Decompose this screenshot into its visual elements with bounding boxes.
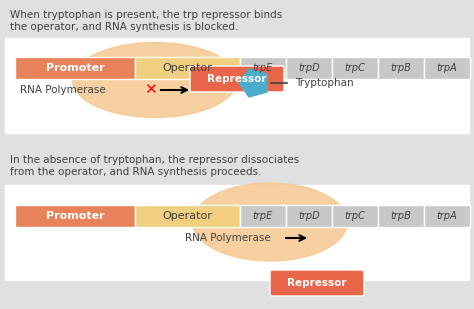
- Text: trpC: trpC: [345, 211, 365, 221]
- Text: from the operator, and RNA synthesis proceeds.: from the operator, and RNA synthesis pro…: [10, 167, 262, 177]
- FancyBboxPatch shape: [332, 205, 378, 227]
- Text: trpD: trpD: [298, 211, 320, 221]
- Text: ✕: ✕: [144, 83, 156, 98]
- FancyBboxPatch shape: [135, 57, 240, 79]
- FancyBboxPatch shape: [240, 57, 286, 79]
- FancyBboxPatch shape: [286, 57, 332, 79]
- Text: trpA: trpA: [437, 211, 457, 221]
- FancyBboxPatch shape: [5, 185, 469, 280]
- Text: trpE: trpE: [253, 63, 273, 73]
- FancyBboxPatch shape: [270, 270, 364, 296]
- Ellipse shape: [73, 43, 237, 117]
- FancyBboxPatch shape: [378, 205, 424, 227]
- Text: trpD: trpD: [298, 63, 320, 73]
- Text: the operator, and RNA synthesis is blocked.: the operator, and RNA synthesis is block…: [10, 22, 238, 32]
- FancyBboxPatch shape: [15, 57, 135, 79]
- FancyBboxPatch shape: [424, 57, 470, 79]
- Text: RNA Polymerase: RNA Polymerase: [20, 85, 106, 95]
- Text: trpA: trpA: [437, 63, 457, 73]
- Text: Promoter: Promoter: [46, 63, 104, 73]
- Text: When tryptophan is present, the trp repressor binds: When tryptophan is present, the trp repr…: [10, 10, 282, 20]
- Text: Repressor: Repressor: [207, 74, 267, 84]
- FancyBboxPatch shape: [135, 205, 240, 227]
- Text: Repressor: Repressor: [287, 278, 347, 288]
- FancyBboxPatch shape: [190, 66, 284, 92]
- FancyBboxPatch shape: [5, 38, 469, 133]
- Text: In the absence of tryptophan, the repressor dissociates: In the absence of tryptophan, the repres…: [10, 155, 299, 165]
- Ellipse shape: [192, 183, 347, 261]
- FancyBboxPatch shape: [424, 205, 470, 227]
- Text: trpB: trpB: [391, 63, 411, 73]
- FancyBboxPatch shape: [240, 205, 286, 227]
- Text: RNA Polymerase: RNA Polymerase: [185, 233, 271, 243]
- FancyBboxPatch shape: [378, 57, 424, 79]
- Text: trpE: trpE: [253, 211, 273, 221]
- Text: Promoter: Promoter: [46, 211, 104, 221]
- Polygon shape: [239, 69, 267, 97]
- Text: Operator: Operator: [163, 63, 212, 73]
- Text: trpC: trpC: [345, 63, 365, 73]
- Text: Tryptophan: Tryptophan: [295, 78, 354, 88]
- FancyBboxPatch shape: [286, 205, 332, 227]
- Text: Operator: Operator: [163, 211, 212, 221]
- FancyBboxPatch shape: [15, 205, 135, 227]
- FancyBboxPatch shape: [332, 57, 378, 79]
- Text: trpB: trpB: [391, 211, 411, 221]
